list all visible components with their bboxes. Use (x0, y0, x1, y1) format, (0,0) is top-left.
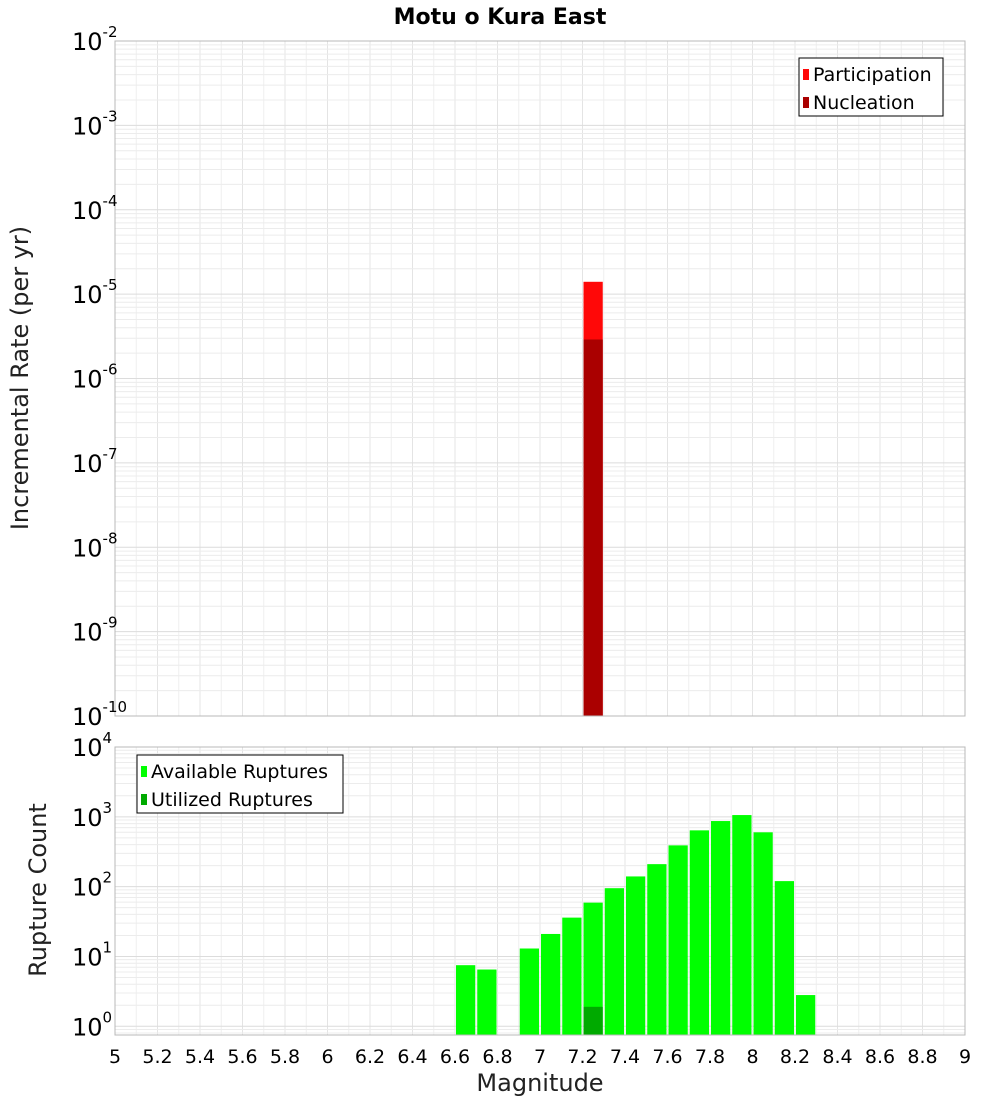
bottom-ylabel: Rupture Count (24, 803, 52, 977)
x-tick-label: 5.4 (185, 1046, 215, 1068)
x-tick-label: 6 (321, 1046, 333, 1068)
top-panel: 10-10 10-9 10-8 10-7 10-6 10-5 10-4 10-3 10-2 Par… (72, 23, 966, 731)
bar-available-ruptures (689, 830, 709, 1035)
y-tick-label: 10-3 (72, 107, 118, 140)
legend-box (136, 754, 344, 814)
y-tick-label: 104 (72, 729, 112, 762)
legend-entry-label: Utilized Ruptures (151, 789, 313, 811)
bar-available-ruptures (774, 881, 794, 1035)
x-tick-label: 6.4 (397, 1046, 427, 1068)
bar-available-ruptures (753, 832, 773, 1035)
x-tick-label: 7 (534, 1046, 546, 1068)
legend: Participation Nucleation (798, 57, 944, 117)
x-tick-label: 8.6 (865, 1046, 895, 1068)
bar-available-ruptures (477, 969, 497, 1035)
y-tick-label: 10-9 (72, 614, 118, 647)
x-tick-label: 6.6 (440, 1046, 470, 1068)
bar-available-ruptures (626, 876, 646, 1035)
legend-entry-label: Participation (813, 64, 932, 86)
plot-frame (114, 746, 966, 1036)
legend: Available Ruptures Utilized Ruptures (136, 754, 344, 814)
y-tick-label: 10-6 (72, 361, 118, 394)
x-tick-label: 7.2 (567, 1046, 597, 1068)
y-tick-label: 102 (72, 869, 112, 902)
legend-swatch (803, 97, 809, 108)
bar-available-ruptures (711, 821, 731, 1035)
top-ylabel: Incremental Rate (per yr) (6, 226, 34, 530)
x-tick-label: 9 (959, 1046, 971, 1068)
legend-entry-label: Available Ruptures (151, 761, 328, 783)
y-tick-label: 10-10 (72, 698, 127, 731)
bar-available-ruptures (668, 845, 688, 1035)
bar-available-ruptures (519, 948, 539, 1035)
x-tick-label: 5.6 (227, 1046, 257, 1068)
legend-box (798, 57, 944, 117)
legend-entry-label: Nucleation (813, 92, 915, 114)
y-tick-label: 100 (72, 1008, 112, 1041)
y-tick-label: 103 (72, 799, 112, 832)
bar-available-ruptures (647, 864, 667, 1035)
x-tick-label: 8 (746, 1046, 758, 1068)
x-tick-label: 8.8 (907, 1046, 937, 1068)
bar-utilized-ruptures (583, 1006, 603, 1035)
x-tick-label: 7.6 (652, 1046, 682, 1068)
bar-available-ruptures (732, 815, 752, 1035)
x-tick-label: 8.2 (780, 1046, 810, 1068)
x-tick-label: 7.8 (695, 1046, 725, 1068)
y-tick-label: 10-8 (72, 529, 118, 562)
chart-title: Motu o Kura East (394, 5, 607, 30)
legend-swatch (803, 69, 809, 80)
bar-available-ruptures (562, 917, 582, 1035)
x-tick-label: 5.8 (270, 1046, 300, 1068)
legend-swatch (141, 794, 147, 805)
bar-available-ruptures (604, 888, 624, 1035)
x-tick-label: 8.4 (822, 1046, 852, 1068)
legend-swatch (141, 766, 147, 777)
y-tick-label: 10-4 (72, 192, 118, 225)
x-axis-label: Magnitude (476, 1069, 603, 1097)
x-tick-label: 5 (109, 1046, 121, 1068)
bottom-panel: 100 101 102 103 104 Available Ruptures Utilize… (72, 729, 971, 1068)
bar-available-ruptures (583, 902, 603, 1035)
y-tick-label: 10-5 (72, 276, 118, 309)
x-tick-label: 6.2 (355, 1046, 385, 1068)
y-tick-label: 10-2 (72, 23, 118, 56)
bar-available-ruptures (456, 965, 476, 1035)
bar-available-ruptures (541, 933, 561, 1035)
x-tick-label: 7.4 (610, 1046, 640, 1068)
bar-nucleation (583, 339, 603, 716)
bar-available-ruptures (796, 995, 816, 1035)
x-tick-label: 5.2 (142, 1046, 172, 1068)
y-tick-label: 101 (72, 938, 112, 971)
y-tick-label: 10-7 (72, 445, 118, 478)
x-tick-label: 6.8 (482, 1046, 512, 1068)
plot-frame (114, 40, 966, 717)
